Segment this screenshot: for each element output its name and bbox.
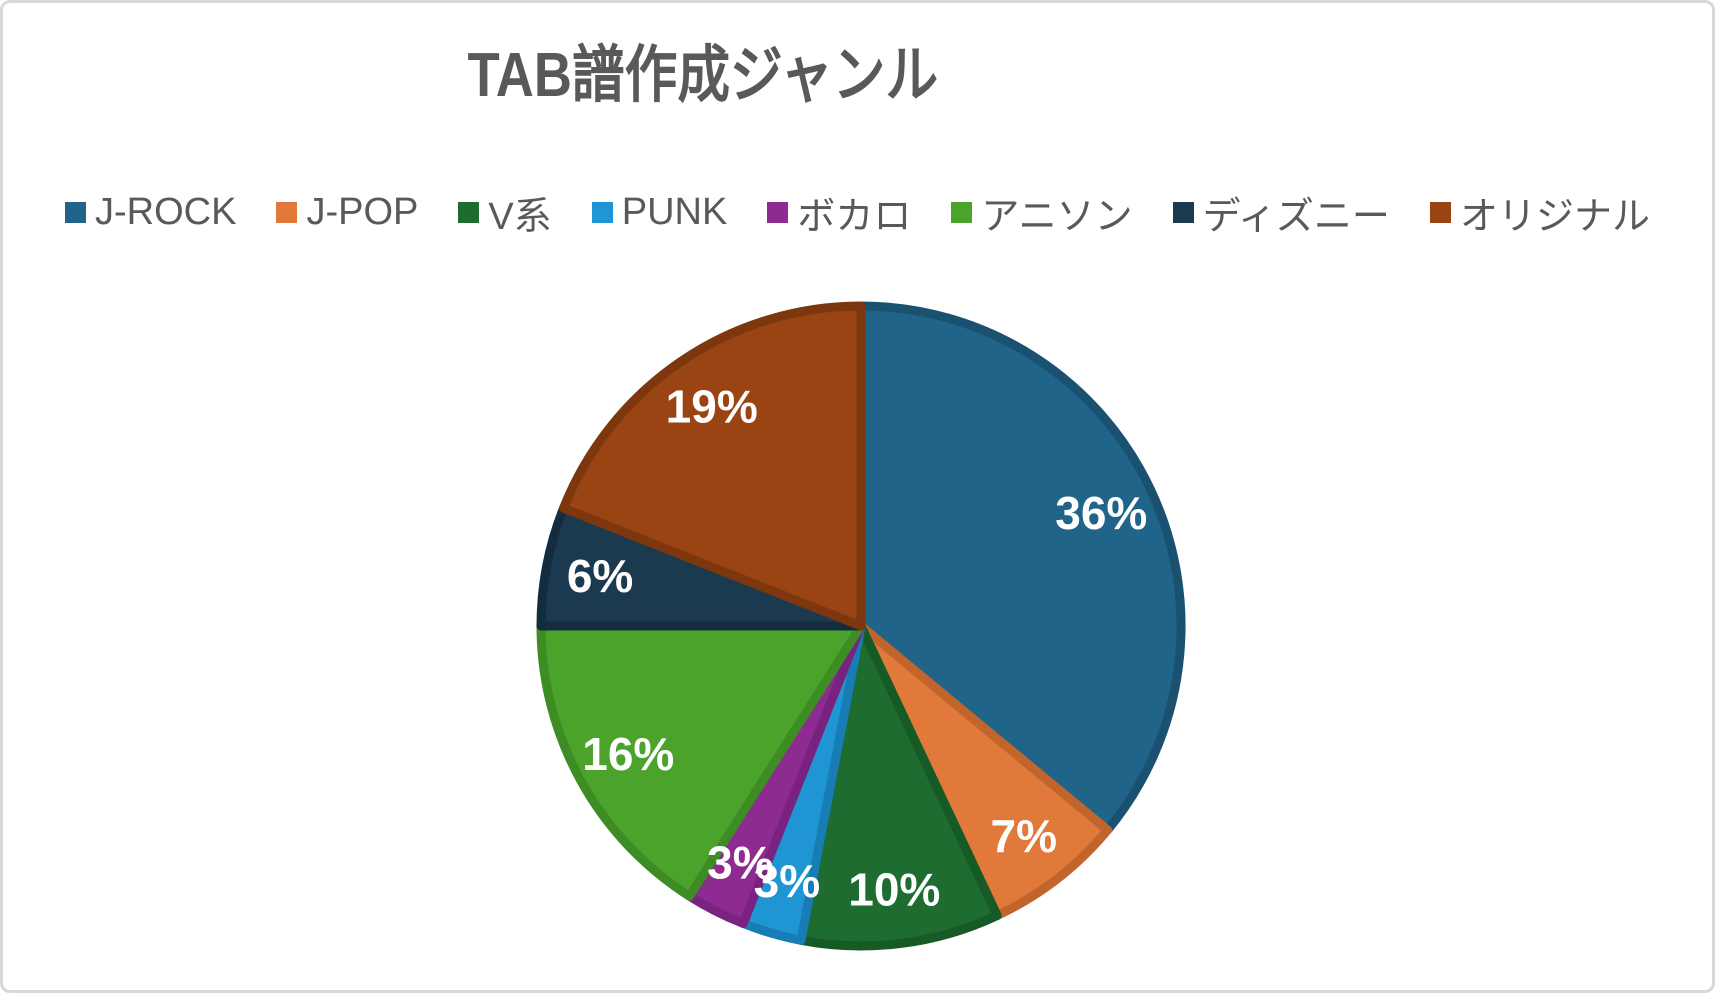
data-label: 10%	[848, 864, 940, 916]
legend-label: ボカロ	[797, 196, 912, 238]
legend-label: PUNK	[621, 191, 728, 233]
chart-title-text: TAB譜作成ジャンル	[467, 41, 939, 110]
legend-swatch-icon	[276, 202, 298, 223]
data-label: 36%	[1055, 487, 1147, 539]
legend-item: J-ROCK	[65, 191, 236, 234]
legend-item: ボカロ	[767, 185, 911, 240]
pie-slice	[856, 621, 1113, 920]
legend-label: J-POP	[306, 191, 419, 233]
legend-item: アニソン	[951, 185, 1133, 240]
legend-swatch-icon	[1429, 202, 1451, 223]
pie-slice	[536, 621, 866, 901]
legend-swatch-icon	[65, 202, 87, 223]
legend-item: PUNK	[591, 191, 728, 234]
legend-label: ディズニー	[1202, 196, 1390, 238]
legend-item: ディズニー	[1172, 185, 1390, 240]
legend: J-ROCK J-POP V系 PUNK ボカロ アニソン ディズニー オリジナル	[3, 185, 1712, 240]
legend-swatch-icon	[767, 202, 789, 223]
data-label: 6%	[567, 550, 633, 602]
pie-slice	[856, 301, 1186, 835]
legend-label: V系	[488, 196, 552, 238]
legend-item: V系	[458, 185, 552, 240]
legend-swatch-icon	[1172, 202, 1194, 223]
legend-label: アニソン	[981, 196, 1133, 238]
data-label: 19%	[666, 380, 758, 432]
legend-swatch-icon	[458, 202, 480, 223]
legend-swatch-icon	[951, 202, 973, 223]
legend-label: J-ROCK	[95, 191, 237, 233]
data-label: 3%	[707, 837, 773, 889]
data-label: 16%	[582, 728, 674, 780]
data-label: 7%	[991, 810, 1057, 862]
data-label: 3%	[754, 855, 820, 907]
legend-item: J-POP	[276, 191, 418, 234]
legend-label: オリジナル	[1459, 196, 1650, 238]
pie-chart: 36% 7% 10% 3%3% 16% 6% 19%	[536, 301, 1186, 951]
legend-item: オリジナル	[1429, 185, 1650, 240]
chart-title: TAB譜作成ジャンル	[3, 37, 1403, 115]
pie-slice	[559, 301, 866, 631]
legend-swatch-icon	[591, 202, 613, 223]
